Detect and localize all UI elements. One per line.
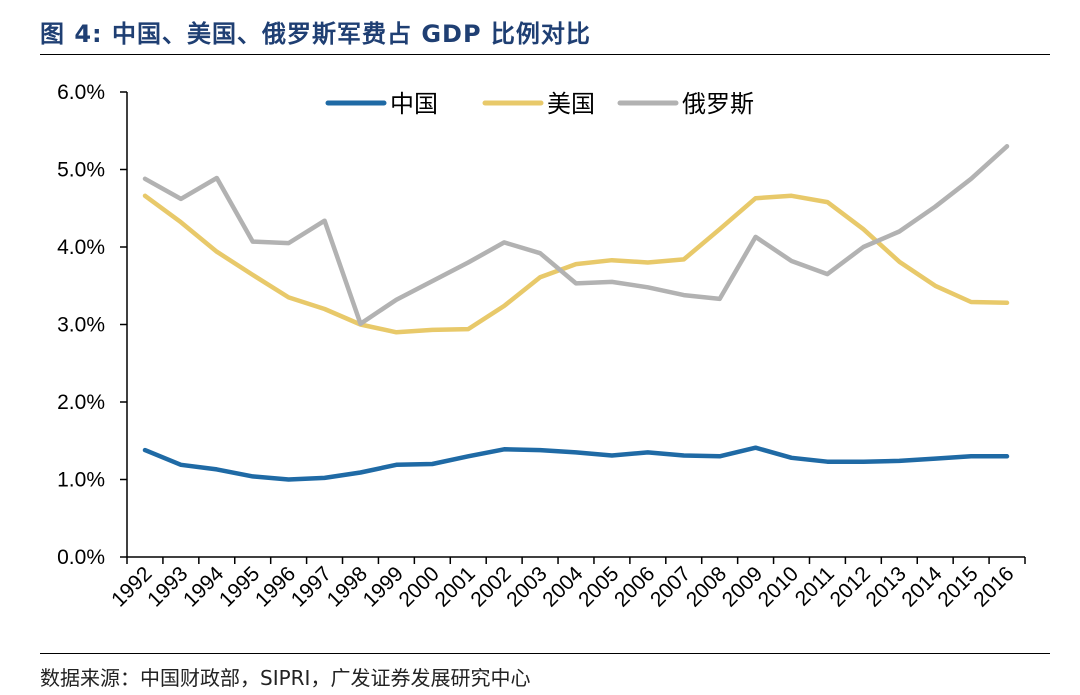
legend-label-3: 俄罗斯 (682, 90, 754, 118)
x-tick-label: 1994 (179, 562, 229, 612)
x-tick-label: 2010 (754, 562, 803, 611)
data-source-note: 数据来源：中国财政部，SIPRI，广发证券发展研究中心 (40, 666, 531, 690)
series-line-2 (142, 193, 1010, 335)
y-tick-label: 5.0% (57, 159, 105, 182)
y-tick-label: 0.0% (57, 546, 105, 569)
x-tick-label: 2009 (718, 562, 767, 611)
series-line-1 (142, 445, 1010, 482)
x-tick-label: 1999 (359, 562, 408, 611)
legend-label-2: 美国 (547, 90, 595, 118)
x-tick-label: 2004 (538, 562, 588, 612)
x-tick-label: 1993 (143, 562, 192, 611)
x-tick-label: 2000 (395, 562, 444, 611)
y-tick-label: 2.0% (57, 391, 105, 414)
chart-axes: 0.0% 1.0% 2.0% 3.0% 4.0% 5.0% 6.0% 199219931994… (57, 81, 1026, 612)
series-line-3 (142, 144, 1010, 326)
x-tick-label: 1992 (107, 562, 156, 611)
x-tick-label: 2007 (646, 562, 695, 611)
x-tick-label: 2003 (502, 562, 551, 611)
y-tick-label: 3.0% (57, 314, 105, 337)
x-tick-label: 2005 (574, 562, 623, 611)
x-tick-label: 1998 (323, 562, 372, 611)
x-tick-label: 2015 (933, 562, 982, 611)
x-tick-label: 1995 (215, 562, 264, 611)
x-tick-label: 2011 (791, 562, 839, 610)
footer-rule (40, 653, 1050, 654)
x-tick-label: 2006 (610, 562, 659, 611)
x-tick-label: 2002 (466, 562, 515, 611)
y-tick-label: 1.0% (57, 469, 105, 492)
title-rule (40, 54, 1050, 55)
x-tick-label: 2016 (969, 562, 1018, 611)
x-tick-label: 2012 (826, 562, 875, 611)
y-tick-label: 6.0% (57, 81, 105, 104)
legend-label-1: 中国 (390, 90, 438, 118)
chart-legend: 中国 美国 俄罗斯 (325, 90, 754, 118)
x-tick-label: 2001 (430, 562, 479, 611)
x-tick-label: 2013 (862, 562, 911, 611)
x-tick-label: 2014 (897, 562, 947, 612)
chart-lines (142, 144, 1010, 482)
x-tick-label: 1997 (287, 562, 336, 611)
figure-title: 图 4: 中国、美国、俄罗斯军费占 GDP 比例对比 (40, 20, 591, 48)
y-tick-label: 4.0% (57, 236, 105, 259)
x-tick-label: 2008 (682, 562, 731, 611)
x-tick-label: 1996 (251, 562, 300, 611)
